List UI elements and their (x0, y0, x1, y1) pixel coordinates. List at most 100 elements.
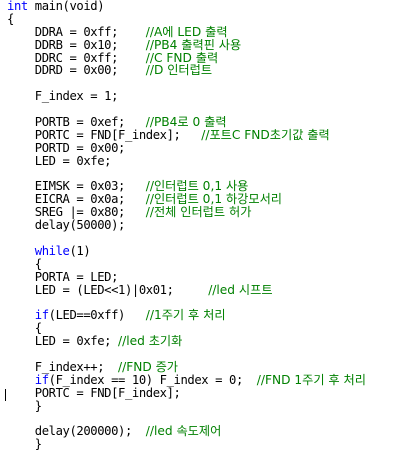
line-indent (7, 360, 35, 374)
code-text: PORTC = FND[F_index]; (34, 127, 202, 142)
code-text: (LED==0xff) (48, 308, 146, 323)
code-line[interactable]: LED = (LED<<1)|0x01; //led 시프트 (7, 282, 402, 297)
code-line[interactable]: PORTB = 0xef; //PB4로 0 출력 (7, 116, 402, 129)
line-indent (7, 308, 35, 322)
code-text: PORTD = 0x00; (34, 140, 126, 155)
line-marker (5, 389, 6, 401)
line-indent (7, 218, 35, 232)
code-comment: //A에 LED 출력 (145, 24, 228, 39)
code-comment: //1주기 후 처리 (145, 308, 226, 323)
line-indent (7, 192, 35, 206)
code-line[interactable]: PORTC = FND[F_index]; (7, 385, 402, 400)
line-indent (7, 141, 35, 155)
line-indent (7, 386, 35, 400)
code-text: PORTC = FND[F_index]; (34, 385, 181, 400)
code-keyword: while (34, 243, 70, 258)
code-line[interactable]: DDRC = 0xff; //C FND 출력 (7, 50, 402, 65)
code-text: F_index++; (34, 359, 118, 374)
code-text: } (34, 437, 42, 452)
code-line[interactable]: SREG |= 0x80; //전체 인터럽트 허가 (7, 206, 402, 219)
code-text: DDRB = 0x10; (34, 37, 146, 52)
code-line[interactable]: if(F_index == 10) F_index = 0; //FND 1주기… (7, 372, 402, 387)
code-line[interactable]: LED = 0xfe; //led 초기화 (7, 335, 402, 348)
code-comment: //인터럽트 0,1 하강모서리 (145, 192, 283, 207)
line-indent (7, 115, 35, 129)
code-comment: //D 인터럽트 (145, 63, 213, 78)
code-text: } (34, 398, 42, 413)
code-text: LED = 0xfe; (34, 153, 112, 168)
code-comment: //C FND 출력 (145, 50, 219, 65)
code-text: DDRD = 0x00; (34, 63, 146, 78)
line-indent (7, 424, 35, 438)
line-indent (7, 334, 35, 348)
code-text: (1) (69, 243, 91, 258)
code-text: delay(50000); (34, 218, 126, 233)
code-line[interactable]: PORTD = 0x00; (7, 140, 402, 155)
code-line[interactable]: PORTC = FND[F_index]; //포트C FND초기값 출력 (7, 127, 402, 142)
code-line[interactable]: delay(200000); //led 속도제어 (7, 425, 402, 438)
code-text: (F_index == 10) F_index = 0; (48, 372, 257, 387)
code-text: EIMSK = 0x03; (34, 179, 146, 194)
code-text: PORTB = 0xef; (34, 115, 146, 130)
line-indent (7, 244, 35, 258)
code-line[interactable]: { (7, 256, 402, 271)
code-line[interactable]: delay(50000); (7, 219, 402, 232)
line-indent (7, 373, 35, 387)
code-comment: //PB4 출력핀 사용 (145, 37, 242, 52)
code-area[interactable]: int main(void){ DDRA = 0xff; //A에 LED 출력… (7, 0, 402, 451)
line-indent (7, 283, 35, 297)
code-text: SREG |= 0x80; (34, 205, 146, 220)
code-line[interactable]: F_index++; //FND 증가 (7, 359, 402, 374)
code-keyword: int (7, 0, 28, 13)
line-indent (7, 399, 35, 413)
code-comment: //FND 증가 (118, 359, 179, 374)
code-comment: //led 초기화 (118, 334, 183, 349)
code-line[interactable]: LED = 0xfe; (7, 153, 402, 168)
code-text: { (34, 256, 42, 271)
line-indent (7, 63, 35, 77)
code-keyword: if (34, 308, 49, 323)
code-comment: //전체 인터럽트 허가 (145, 205, 252, 220)
line-indent (7, 38, 35, 52)
code-comment: //포트C FND초기값 출력 (201, 127, 330, 142)
code-text: delay(200000); (34, 424, 146, 439)
editor-gutter (0, 0, 5, 456)
code-line[interactable]: { (7, 11, 402, 26)
code-comment: //led 시프트 (208, 282, 273, 297)
code-text: DDRA = 0xff; (34, 24, 146, 39)
line-indent (7, 205, 35, 219)
line-indent (7, 89, 35, 103)
code-line[interactable]: EICRA = 0x0a; //인터럽트 0,1 하강모서리 (7, 193, 402, 206)
code-line[interactable]: } (7, 438, 402, 451)
code-line[interactable]: EIMSK = 0x03; //인터럽트 0,1 사용 (7, 180, 402, 193)
code-line[interactable]: PORTA = LED; (7, 270, 402, 284)
code-line[interactable]: DDRB = 0x10; //PB4 출력핀 사용 (7, 37, 402, 52)
code-line[interactable]: int main(void) (7, 0, 402, 13)
line-indent (7, 270, 35, 284)
code-comment: //led 속도제어 (145, 424, 222, 439)
code-text: main(void) (27, 0, 105, 13)
line-indent (7, 437, 35, 451)
code-line[interactable]: if(LED==0xff) //1주기 후 처리 (7, 309, 402, 322)
code-text: F_index = 1; (34, 89, 119, 104)
code-line[interactable]: DDRA = 0xff; //A에 LED 출력 (7, 24, 402, 39)
code-line[interactable]: { (7, 322, 402, 335)
code-line[interactable]: F_index = 1; (7, 90, 402, 103)
line-indent (7, 154, 35, 168)
line-indent (7, 179, 35, 193)
code-text: LED = 0xfe; (34, 334, 118, 349)
line-indent (7, 25, 35, 39)
line-indent (7, 257, 35, 271)
code-text: { (7, 11, 14, 26)
code-line[interactable]: while(1) (7, 243, 402, 258)
line-indent (7, 128, 35, 142)
code-line[interactable]: DDRD = 0x00; //D 인터럽트 (7, 64, 402, 77)
code-text: EICRA = 0x0a; (34, 192, 146, 207)
code-text: { (34, 321, 42, 336)
code-keyword: if (34, 372, 49, 387)
line-indent (7, 51, 35, 65)
code-text: DDRC = 0xff; (34, 50, 146, 65)
code-line[interactable]: } (7, 398, 402, 413)
code-comment: //FND 1주기 후 처리 (256, 372, 366, 387)
